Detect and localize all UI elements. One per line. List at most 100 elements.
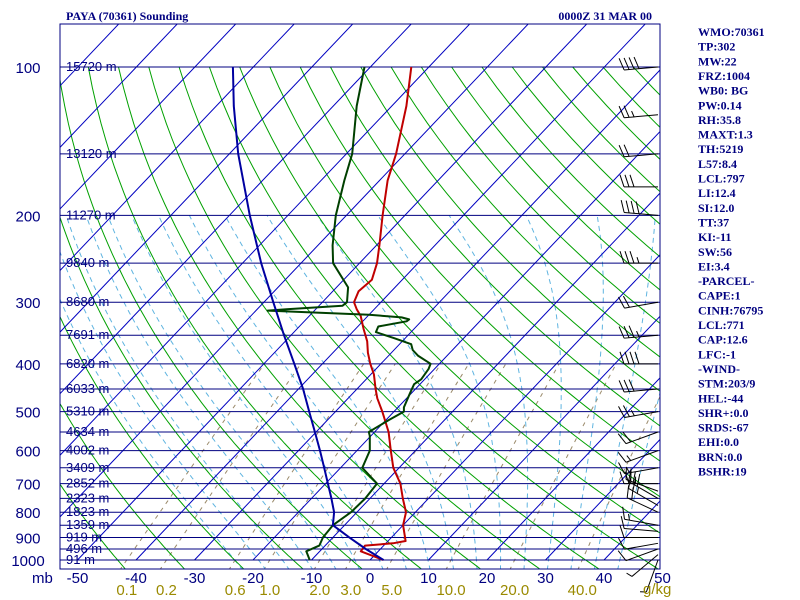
height-tick-label: 2323 m bbox=[66, 490, 109, 505]
height-tick-label: 5310 m bbox=[66, 404, 109, 419]
isotherm-line bbox=[194, 69, 660, 561]
height-tick-label: 7691 m bbox=[66, 327, 109, 342]
dry-adiabat bbox=[360, 66, 660, 392]
wind-barb bbox=[618, 56, 659, 71]
moist-adiabat bbox=[107, 215, 337, 569]
temperature-tick-label: 30 bbox=[537, 570, 554, 587]
isotherm-line bbox=[311, 192, 660, 561]
height-tick-label: 2852 m bbox=[66, 476, 109, 491]
wind-barb bbox=[619, 251, 658, 264]
index-entry: HEL:-44 bbox=[698, 391, 743, 405]
height-tick-label: 15720 m bbox=[66, 59, 117, 74]
isotherms bbox=[60, 24, 660, 561]
wind-barbs bbox=[617, 56, 659, 593]
index-entry: CAP:12.6 bbox=[698, 333, 748, 347]
wind-barb bbox=[618, 405, 659, 418]
index-entry: LCL:771 bbox=[698, 318, 745, 332]
wind-barb bbox=[617, 548, 659, 562]
index-entry: WMO:70361 bbox=[698, 25, 765, 39]
mixing-ratio-line bbox=[119, 363, 265, 569]
index-entry: L57:8.4 bbox=[698, 157, 737, 171]
temperature-tick-label: 40 bbox=[596, 570, 613, 587]
dry-adiabat bbox=[60, 483, 127, 569]
index-entry: SHR+:0.0 bbox=[698, 406, 749, 420]
mixing-ratio-line bbox=[509, 363, 617, 569]
wind-barb bbox=[622, 506, 659, 526]
height-tick-label: 91 m bbox=[66, 552, 95, 567]
chart-time: 0000Z 31 MAR 00 bbox=[558, 9, 652, 23]
dry-adiabat bbox=[420, 66, 660, 324]
height-tick-label: 9840 m bbox=[66, 255, 109, 270]
temperature-trace bbox=[353, 66, 413, 561]
index-entry: TT:37 bbox=[698, 215, 729, 229]
temperature-tick-label: 20 bbox=[479, 570, 496, 587]
index-entry: TH:5219 bbox=[698, 142, 743, 156]
height-tick-label: 13120 m bbox=[66, 146, 117, 161]
height-tick-label: 6033 m bbox=[66, 381, 109, 396]
moist-adiabat bbox=[60, 250, 267, 569]
dry-adiabat bbox=[148, 66, 541, 569]
index-entry: SW:56 bbox=[698, 245, 732, 259]
dry-adiabat bbox=[239, 66, 660, 534]
pressure-tick-label: 900 bbox=[15, 530, 40, 547]
moist-adiabat bbox=[448, 215, 529, 569]
axis-labels: 0.1 0.2 0.6 1.0 2.0 3.0 5.0 10.0 20.0 40.01002003… bbox=[11, 59, 671, 599]
index-entry: MAXT:1.3 bbox=[698, 128, 753, 142]
index-entry: TP:302 bbox=[698, 40, 735, 54]
index-entry: EI:3.4 bbox=[698, 259, 730, 273]
index-entry: PW:0.14 bbox=[698, 98, 742, 112]
dry-adiabat bbox=[330, 66, 660, 427]
height-tick-label: 919 m bbox=[66, 529, 102, 544]
height-tick-label: 6820 m bbox=[66, 356, 109, 371]
isotherm-line bbox=[60, 24, 354, 333]
pressure-tick-label: 300 bbox=[15, 295, 40, 312]
index-entry: LCL:797 bbox=[698, 172, 745, 186]
moist-adiabat bbox=[65, 215, 290, 569]
height-tick-label: 1359 m bbox=[66, 517, 109, 532]
chart-title: PAYA (70361) Sounding bbox=[66, 9, 188, 23]
isobars bbox=[60, 66, 660, 561]
wind-barb bbox=[618, 462, 659, 475]
mixing-ratio-tick-label: 0.1 bbox=[116, 582, 137, 599]
mixing-ratio-line bbox=[263, 363, 396, 569]
isotherm-line bbox=[545, 438, 660, 561]
temperature-tick-label: -40 bbox=[125, 570, 147, 587]
wind-barb bbox=[618, 105, 659, 119]
moist-adiabat bbox=[224, 215, 431, 569]
index-entry: CINH:76795 bbox=[698, 303, 763, 317]
height-tick-label: 4634 m bbox=[66, 424, 109, 439]
wind-barb bbox=[617, 431, 659, 445]
mixing-ratio-line bbox=[228, 363, 365, 569]
pressure-tick-label: 400 bbox=[15, 357, 40, 374]
temperature-tick-label: -50 bbox=[67, 570, 89, 587]
mixing-ratio-line bbox=[159, 363, 302, 569]
dry-adiabat bbox=[451, 66, 660, 291]
isotherm-line bbox=[369, 254, 660, 561]
index-entry: SI:12.0 bbox=[698, 201, 734, 215]
isotherm-line bbox=[252, 130, 660, 561]
pressure-unit: mb bbox=[32, 570, 53, 587]
plot-frame bbox=[59, 23, 661, 570]
moist-adiabat bbox=[316, 215, 478, 569]
temperature-tick-label: -20 bbox=[242, 570, 264, 587]
isotherm-line bbox=[428, 315, 660, 561]
index-entry: FRZ:1004 bbox=[698, 69, 750, 83]
wind-barb bbox=[640, 559, 659, 593]
height-tick-label: 4002 m bbox=[66, 443, 109, 458]
parcel-trace bbox=[231, 66, 385, 561]
index-entry: KI:-11 bbox=[698, 230, 731, 244]
height-tick-label: 3409 m bbox=[66, 460, 109, 475]
wind-barb bbox=[626, 554, 659, 577]
mixing-ratio-tick-label: 20.0 bbox=[500, 582, 529, 599]
isotherm-line bbox=[135, 24, 646, 561]
index-entry: BRN:0.0 bbox=[698, 450, 742, 464]
moist-adiabat bbox=[570, 215, 604, 569]
height-tick-label: 8680 m bbox=[66, 294, 109, 309]
moist-adiabat bbox=[60, 298, 243, 569]
dewpoint-trace bbox=[266, 66, 432, 561]
index-entry: WB0: BG bbox=[698, 84, 748, 98]
height-tick-label: 1823 m bbox=[66, 504, 109, 519]
